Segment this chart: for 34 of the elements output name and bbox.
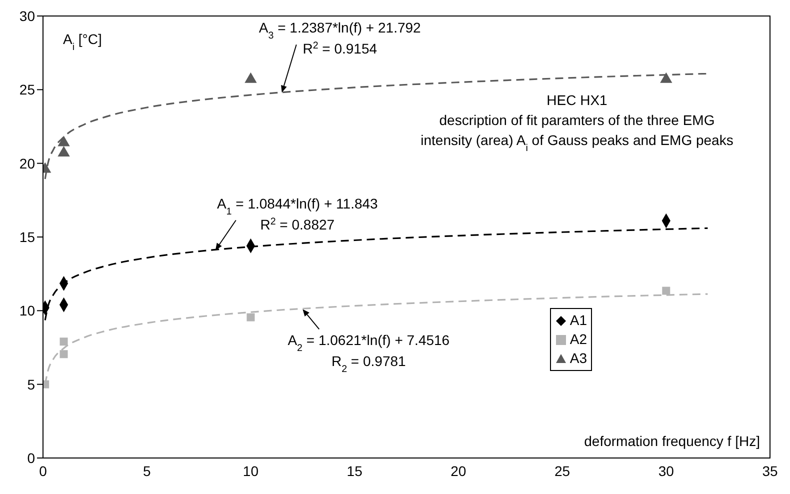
annotation: HEC HX1: [546, 92, 608, 108]
y-tick-label: 10: [19, 302, 36, 319]
y-tick-label: 0: [27, 450, 36, 466]
x-tick-label: 30: [658, 462, 674, 479]
legend-label: A1: [570, 311, 587, 330]
annotation: A$_{1}$ = 1.0844*ln(f) + 11.843 R$^{2}$ = 0.8827: [216, 195, 378, 232]
x-tick-label: 5: [142, 462, 151, 479]
annotation: intensity (area) A$_{i}$ of Gauss peaks and EMG peaks: [420, 132, 734, 154]
y-tick-label: 5: [27, 376, 36, 392]
point: [60, 338, 68, 346]
x-tick-label: 25: [554, 462, 570, 479]
y-tick-label: 15: [19, 228, 36, 245]
point: [660, 72, 672, 83]
point: [662, 286, 670, 295]
point: [246, 313, 255, 322]
x-axis-title: deformation frequency f [Hz]: [584, 433, 760, 449]
y-tick-label: 20: [19, 155, 36, 172]
x-tick-label: 0: [39, 462, 48, 479]
annotation: A$_{3}$ = 1.2387*ln(f) + 21.792 R$^{2}$ = 0.9154: [258, 20, 422, 57]
point: [244, 72, 257, 83]
x-tick-label: 15: [346, 462, 363, 479]
legend-label: A2: [570, 330, 587, 349]
point: [58, 146, 70, 157]
legend-label: A3: [570, 349, 587, 368]
annotation: description of fit paramters of the three EMG: [439, 112, 715, 128]
x-tick-label: 20: [450, 462, 466, 479]
point: [60, 350, 68, 358]
annotation: A$_{2}$ = 1.0621*ln(f) + 7.4516 R$_{2}$ = 0.9781: [288, 332, 450, 375]
y-axis-title: A$_{i}$ [°C]: [63, 31, 102, 52]
y-tick-label: 30: [19, 8, 36, 24]
x-tick-label: 35: [762, 462, 778, 479]
y-tick-label: 25: [19, 82, 36, 98]
x-tick-label: 10: [242, 462, 259, 479]
point: [58, 136, 70, 146]
